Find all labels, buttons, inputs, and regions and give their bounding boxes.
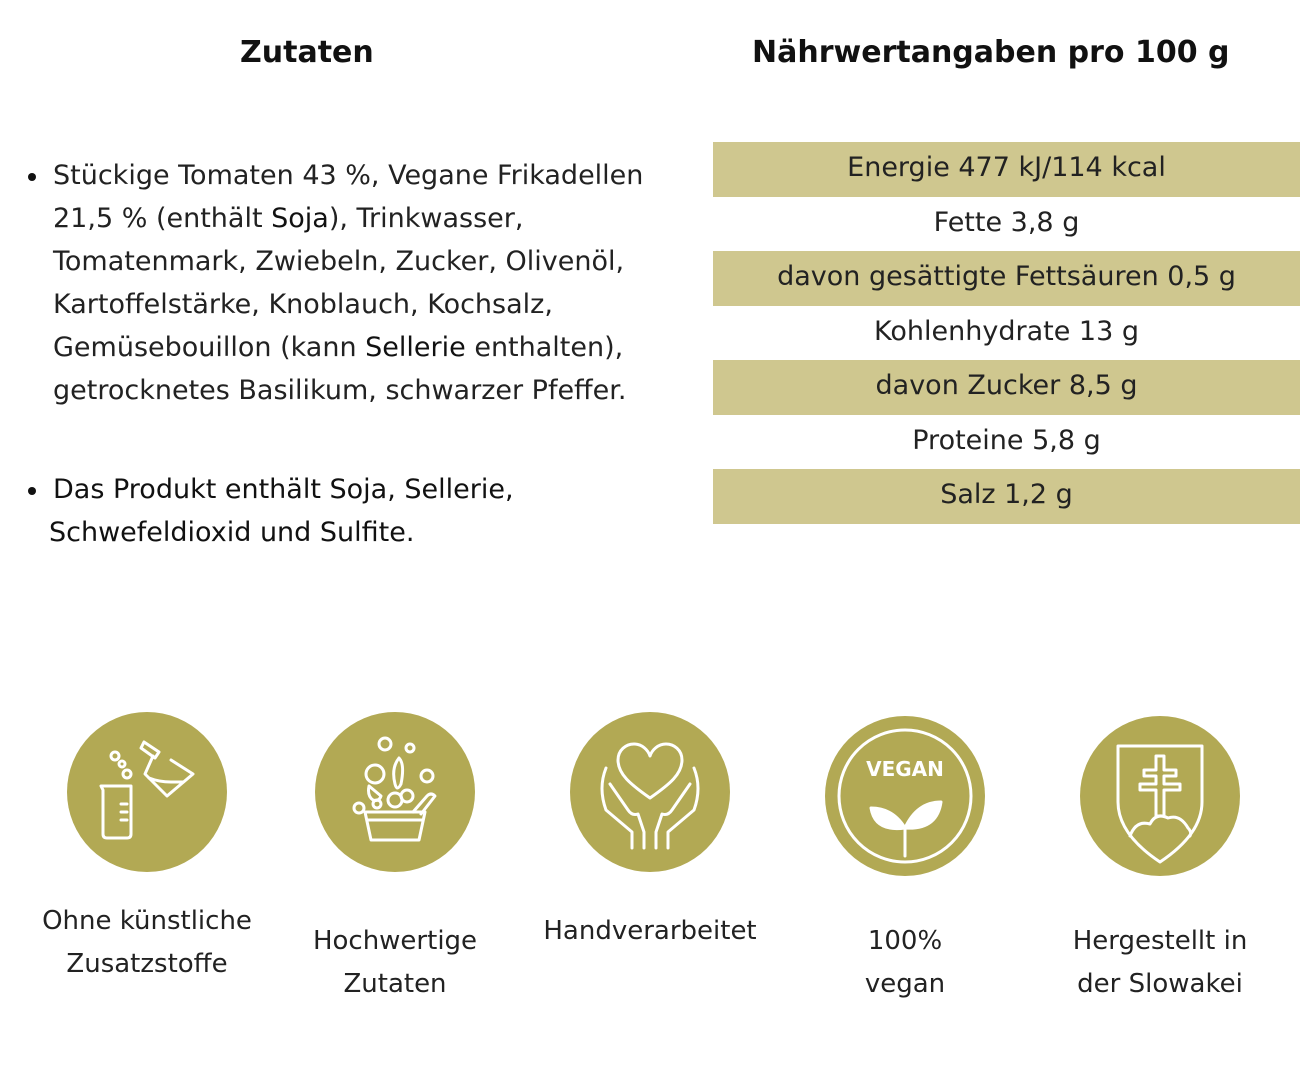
ingredients-text-2: ), Trinkwasser, Tomatenmark, Zwiebeln, Z… [53, 203, 625, 363]
feature-label: 100% vegan [864, 926, 946, 999]
vegan-badge-icon: VEGAN [825, 716, 985, 876]
nutrition-row-sugar: davon Zucker 8,5 g [713, 360, 1300, 415]
allergen-notice: Das Produkt enthält Soja, Sellerie, Schwe… [22, 468, 672, 554]
allergen-sellerie: Sellerie [365, 332, 466, 363]
nutrition-heading: Nährwertangaben pro 100 g [752, 35, 1230, 70]
lab-flask-icon [67, 712, 227, 872]
nutrition-row-salt: Salz 1,2 g [713, 469, 1300, 524]
ingredients-list: Stückige Tomaten 43 %, Vegane Frikadelle… [22, 154, 672, 554]
allergen-notice-line2: Schwefeldioxid und Sulfite. [49, 517, 415, 548]
ingredients-text-3: enthalten), getrocknetes Basilikum, schw… [53, 332, 627, 406]
feature-label: Ohne künstliche Zusatzstoffe [42, 906, 252, 979]
nutrition-row-energy: Energie 477 kJ/114 kcal [713, 142, 1300, 197]
nutrition-row-saturated-fat: davon gesättigte Fettsäuren 0,5 g [713, 251, 1300, 306]
ingredients-heading: Zutaten [240, 35, 374, 70]
nutrition-row-carbohydrates: Kohlenhydrate 13 g [874, 315, 1139, 347]
nutrition-table: Energie 477 kJ/114 kcal Fette 3,8 g davo… [713, 142, 1300, 524]
ingredients-text-1: Stückige Tomaten 43 %, Vegane Frikadelle… [53, 160, 644, 234]
feature-label: Hergestellt in der Slowakei [1072, 926, 1248, 999]
vegetables-bowl-icon [315, 712, 475, 872]
heart-hands-icon [570, 712, 730, 872]
nutrition-row-fat: Fette 3,8 g [933, 206, 1080, 238]
allergen-soja: Soja [271, 203, 329, 234]
nutrition-row-protein: Proteine 5,8 g [912, 424, 1101, 456]
feature-label: Hochwertige Zutaten [312, 926, 478, 999]
ingredients-item: Stückige Tomaten 43 %, Vegane Frikadelle… [22, 154, 672, 412]
allergen-notice-line1: Das Produkt enthält Soja, Sellerie, [53, 474, 514, 505]
feature-label: Handverarbeitet [543, 916, 757, 946]
vegan-badge-text: VEGAN [866, 757, 944, 781]
slovak-coat-of-arms-icon [1080, 716, 1240, 876]
